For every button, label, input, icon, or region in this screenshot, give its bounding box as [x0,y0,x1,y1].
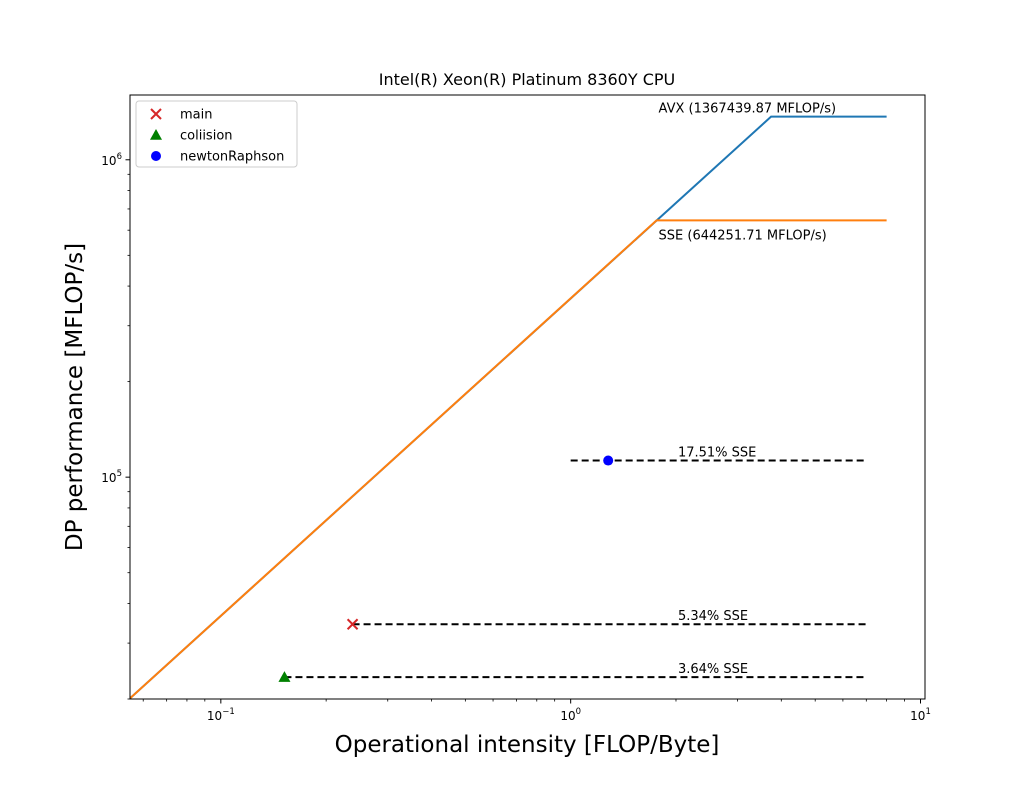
chart-title: Intel(R) Xeon(R) Platinum 8360Y CPU [379,70,676,89]
x-tick-label-2: 101 [910,707,931,723]
data-point-coliision [278,671,291,682]
legend-marker-newtonRaphson [151,151,161,161]
legend-marker-coliision [150,129,162,140]
legend-marker-main-stroke-b [150,108,162,120]
legend: main coliision newtonRaphson [135,100,298,168]
annotation-4: 3.64% SSE [678,662,748,677]
x-tick-label-0: 10−1 [207,707,235,723]
x-axis: 10−1 100 101 [142,699,931,723]
y-tick-label-0: 105 [101,469,122,485]
y-tick-label-1: 106 [101,152,122,168]
roof-line-1 [130,219,887,699]
plot-area [130,115,887,699]
annotation-2: 17.51% SSE [678,446,756,461]
annotation-layer: AVX (1367439.87 MFLOP/s) SSE (644251.71 M… [659,102,837,677]
annotation-3: 5.34% SSE [678,609,748,624]
x-tick-label-1: 100 [560,707,581,723]
y-axis: 105 106 [101,152,130,700]
legend-label-coliision: coliision [180,129,233,144]
y-axis-label: DP performance [MFLOP/s] [62,243,88,551]
data-point-main [346,618,359,630]
legend-box [135,100,298,168]
legend-marker-main [150,108,162,120]
annotation-0: AVX (1367439.87 MFLOP/s) [659,102,837,117]
data-point-main-stroke-b [346,618,359,630]
legend-label-main: main [180,108,212,123]
marker-layer [278,455,614,682]
roof-line-0 [130,115,887,699]
data-point-newtonRaphson [603,455,614,466]
x-axis-label: Operational intensity [FLOP/Byte] [335,732,720,758]
annotation-1: SSE (644251.71 MFLOP/s) [659,228,827,243]
axes-frame [129,94,926,700]
legend-label-newtonRaphson: newtonRaphson [180,150,284,165]
